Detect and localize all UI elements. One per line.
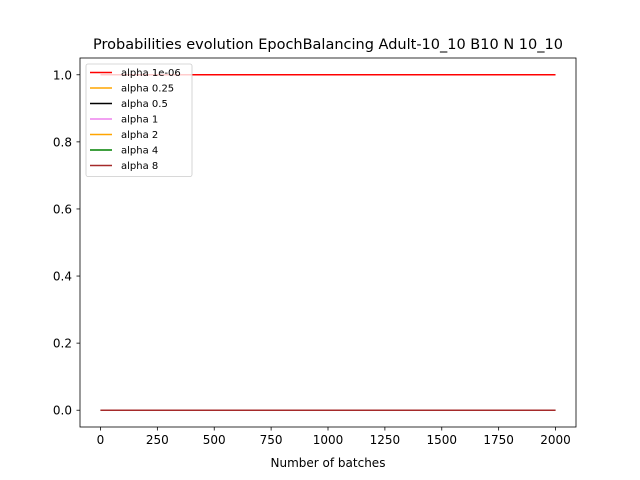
x-tick-label: 0 bbox=[97, 433, 105, 447]
legend-label: alpha 4 bbox=[121, 146, 158, 157]
legend-label: alpha 1 bbox=[121, 115, 158, 126]
axes-frame bbox=[79, 57, 577, 428]
legend-label: alpha 0.5 bbox=[121, 99, 168, 110]
legend-label: alpha 1e-06 bbox=[121, 68, 181, 79]
legend: alpha 1e-06 alpha 0.25 alpha 0.5 alpha 1 alp… bbox=[85, 63, 193, 177]
y-tick-label: 1.0 bbox=[53, 68, 72, 82]
x-tick-label: 750 bbox=[260, 433, 283, 447]
x-tick-label: 1250 bbox=[370, 433, 401, 447]
plot-area: 0 250 500 750 1000 1250 1500 1750 2000 0.0 0.2 0.4 0… bbox=[53, 57, 577, 447]
chart-title: Probabilities evolution EpochBalancing A… bbox=[93, 37, 563, 53]
legend-label: alpha 2 bbox=[121, 130, 158, 141]
y-tick-label: 0.8 bbox=[53, 135, 72, 149]
legend-box bbox=[85, 63, 193, 177]
x-tick-label: 1000 bbox=[313, 433, 344, 447]
x-tick-label: 1500 bbox=[426, 433, 457, 447]
y-tick-label: 0.4 bbox=[53, 270, 72, 284]
x-tick-label: 2000 bbox=[540, 433, 571, 447]
x-axis-label: Number of batches bbox=[271, 456, 386, 470]
y-tick-label: 0.2 bbox=[53, 337, 72, 351]
x-tick-label: 250 bbox=[146, 433, 169, 447]
x-tick-label: 500 bbox=[203, 433, 226, 447]
y-tick-label: 0.6 bbox=[53, 202, 72, 216]
legend-label: alpha 8 bbox=[121, 161, 158, 172]
legend-label: alpha 0.25 bbox=[121, 84, 174, 95]
y-tick-label: 0.0 bbox=[53, 404, 72, 418]
x-tick-label: 1750 bbox=[483, 433, 514, 447]
